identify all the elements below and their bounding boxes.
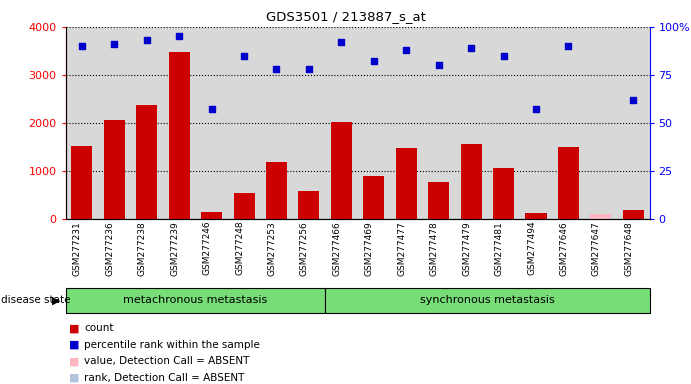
- Bar: [525, 213, 547, 219]
- Bar: [493, 168, 514, 219]
- Text: GSM277238: GSM277238: [138, 221, 146, 276]
- Text: GSM277466: GSM277466: [332, 221, 341, 276]
- Text: GSM277239: GSM277239: [170, 221, 179, 276]
- Bar: [428, 182, 449, 219]
- Point: [368, 58, 379, 65]
- Bar: [169, 52, 190, 219]
- Text: GSM277647: GSM277647: [592, 221, 601, 276]
- Text: GSM277236: GSM277236: [105, 221, 114, 276]
- Point: [498, 53, 509, 59]
- Text: GSM277248: GSM277248: [235, 221, 244, 275]
- Text: GSM277231: GSM277231: [73, 221, 82, 276]
- Text: ▶: ▶: [53, 295, 61, 306]
- Point: [336, 39, 347, 45]
- Bar: [299, 190, 319, 219]
- Bar: [623, 210, 644, 219]
- Bar: [331, 122, 352, 219]
- Text: count: count: [84, 323, 114, 333]
- Text: GSM277246: GSM277246: [202, 221, 211, 275]
- Point: [433, 62, 444, 68]
- Text: ■: ■: [69, 373, 79, 383]
- Point: [173, 33, 184, 40]
- Text: GSM277256: GSM277256: [300, 221, 309, 276]
- Text: GSM277478: GSM277478: [430, 221, 439, 276]
- Point: [206, 106, 217, 113]
- Text: GSM277253: GSM277253: [267, 221, 276, 276]
- Point: [531, 106, 542, 113]
- Bar: [71, 146, 93, 219]
- Bar: [266, 162, 287, 219]
- Point: [628, 97, 639, 103]
- Point: [563, 43, 574, 49]
- Point: [303, 66, 314, 72]
- Bar: [136, 104, 158, 219]
- Text: GDS3501 / 213887_s_at: GDS3501 / 213887_s_at: [265, 10, 426, 23]
- Text: GSM277481: GSM277481: [495, 221, 504, 276]
- Point: [141, 37, 152, 43]
- Text: GSM277648: GSM277648: [625, 221, 634, 276]
- Text: ■: ■: [69, 356, 79, 366]
- Text: percentile rank within the sample: percentile rank within the sample: [84, 340, 261, 350]
- Bar: [396, 148, 417, 219]
- Point: [401, 47, 412, 53]
- Bar: [325, 288, 650, 313]
- Point: [466, 45, 477, 51]
- Bar: [590, 214, 612, 219]
- Point: [76, 43, 87, 49]
- Text: ■: ■: [69, 323, 79, 333]
- Bar: [234, 193, 254, 219]
- Text: rank, Detection Call = ABSENT: rank, Detection Call = ABSENT: [84, 373, 245, 383]
- Text: GSM277494: GSM277494: [527, 221, 536, 275]
- Text: value, Detection Call = ABSENT: value, Detection Call = ABSENT: [84, 356, 249, 366]
- Text: GSM277469: GSM277469: [365, 221, 374, 276]
- Bar: [66, 288, 325, 313]
- Bar: [558, 147, 579, 219]
- Point: [108, 41, 120, 47]
- Text: GSM277646: GSM277646: [560, 221, 569, 276]
- Text: disease state: disease state: [1, 295, 71, 306]
- Text: synchronous metastasis: synchronous metastasis: [420, 295, 555, 306]
- Text: GSM277479: GSM277479: [462, 221, 471, 276]
- Point: [271, 66, 282, 72]
- Point: [238, 53, 249, 59]
- Bar: [363, 176, 384, 219]
- Text: ■: ■: [69, 340, 79, 350]
- Text: GSM277477: GSM277477: [397, 221, 406, 276]
- Bar: [201, 212, 223, 219]
- Bar: [104, 120, 125, 219]
- Bar: [461, 144, 482, 219]
- Text: metachronous metastasis: metachronous metastasis: [123, 295, 267, 306]
